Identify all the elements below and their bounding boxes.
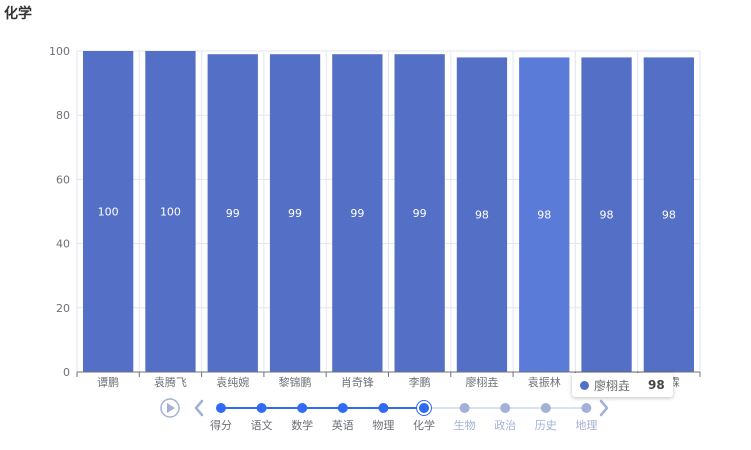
timeline-point[interactable]: [378, 403, 389, 413]
timeline-point-current[interactable]: [417, 401, 431, 415]
x-tick-label: 黎锦鹏: [279, 375, 312, 389]
tooltip: 廖栩垚 98: [572, 373, 673, 397]
timeline-label[interactable]: 得分: [210, 419, 232, 432]
timeline-point[interactable]: [297, 403, 308, 413]
bar[interactable]: [643, 57, 694, 373]
bar[interactable]: [269, 54, 321, 373]
x-tick-label: 袁腾飞: [154, 375, 187, 389]
tooltip-dot: [580, 380, 589, 390]
bar-value-label: 98: [600, 209, 614, 222]
bar-value-label: 99: [226, 207, 240, 220]
timeline-point[interactable]: [540, 403, 551, 413]
bar[interactable]: [456, 57, 508, 373]
timeline-label[interactable]: 数学: [291, 418, 313, 432]
timeline-point[interactable]: [337, 403, 348, 413]
timeline-point[interactable]: [581, 403, 592, 413]
next-arrow-icon[interactable]: [599, 399, 609, 417]
x-tick-label: 谭鹏: [97, 376, 119, 389]
timeline-label[interactable]: 历史: [535, 419, 557, 432]
chart-title: 化学: [4, 6, 32, 22]
x-tick-label: 袁纯婉: [216, 375, 249, 389]
bar-value-label: 98: [475, 209, 489, 222]
prev-arrow-icon[interactable]: [194, 399, 204, 417]
tooltip-value: 98: [648, 378, 665, 392]
timeline-point[interactable]: [256, 403, 267, 413]
x-tick-label: 肖奇锋: [341, 375, 374, 389]
bar[interactable]: [145, 51, 196, 372]
timeline-label[interactable]: 物理: [372, 418, 394, 432]
bar[interactable]: [83, 51, 134, 372]
timeline-label[interactable]: 地理: [575, 419, 597, 432]
bar-value-label: 99: [288, 207, 302, 220]
x-tick-label: 袁振林: [528, 375, 561, 389]
y-tick-label: 20: [56, 302, 70, 315]
tooltip-name: 廖栩垚: [594, 378, 631, 393]
bar-value-label: 100: [98, 206, 119, 219]
timeline-label[interactable]: 化学: [413, 418, 435, 432]
y-tick-label: 100: [49, 45, 70, 58]
bar-value-label: 99: [413, 207, 427, 220]
x-tick-label: 李鹏: [409, 375, 431, 389]
bar[interactable]: [332, 54, 383, 373]
bar-value-label: 100: [160, 206, 181, 219]
play-button[interactable]: [160, 398, 180, 418]
timeline-point[interactable]: [216, 403, 226, 413]
play-icon: [167, 403, 175, 413]
timeline-label[interactable]: 政治: [494, 418, 516, 432]
bar[interactable]: [394, 54, 445, 373]
timeline-label[interactable]: 语文: [251, 418, 273, 432]
y-tick-label: 0: [63, 366, 70, 379]
y-tick-label: 60: [56, 173, 70, 186]
y-tick-label: 80: [56, 109, 70, 122]
bar[interactable]: [207, 54, 258, 373]
timeline-label[interactable]: 英语: [332, 418, 354, 432]
timeline-point[interactable]: [459, 403, 470, 413]
timeline-point[interactable]: [500, 403, 511, 413]
bar-value-label: 98: [662, 209, 676, 222]
y-tick-label: 40: [56, 238, 70, 251]
bar[interactable]: [581, 57, 632, 373]
timeline-point-ring: [416, 400, 432, 416]
bar[interactable]: [519, 57, 570, 373]
timeline-label[interactable]: 生物: [454, 418, 476, 432]
bar-value-label: 99: [350, 207, 364, 220]
bar-value-label: 98: [537, 209, 551, 222]
x-tick-label: 廖栩垚: [465, 375, 498, 389]
